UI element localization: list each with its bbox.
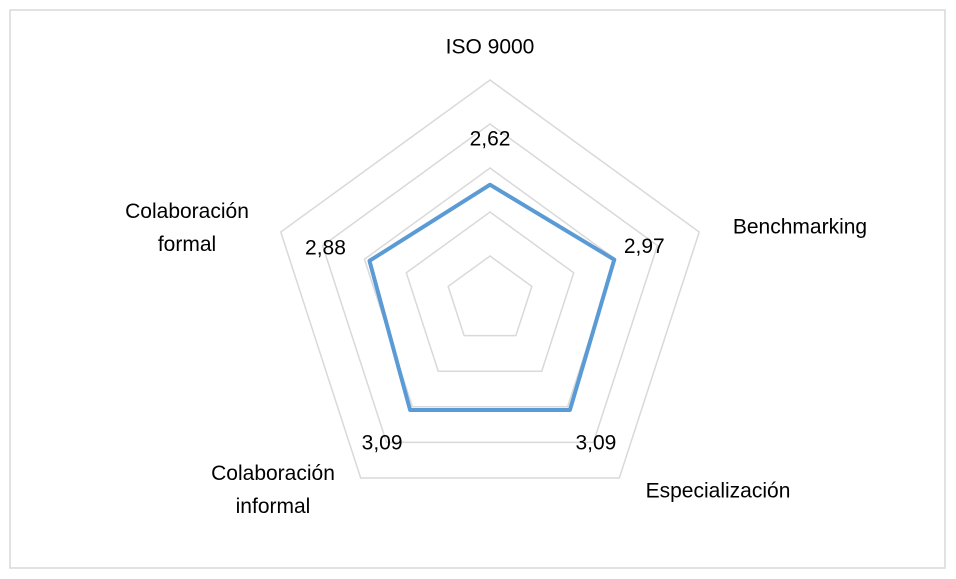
data-label: 2,97 [624,235,665,258]
axis-label: Especialización [646,480,791,503]
grid-ring [321,123,659,444]
chart-frame [9,9,946,569]
grid-ring [447,255,533,337]
axis-label: ISO 9000 [446,36,535,59]
axis-label: Colaboración informal [211,462,335,518]
data-label: 2,88 [305,236,346,259]
grid-ring [279,79,701,479]
series-line [367,182,617,412]
data-label: 3,09 [362,432,403,455]
data-label: 2,62 [470,127,511,150]
grid-ring [363,167,617,408]
axis-label: Benchmarking [733,216,867,239]
axis-label: Colaboración formal [125,200,249,256]
grid-ring [405,211,575,372]
data-label: 3,09 [575,432,616,455]
